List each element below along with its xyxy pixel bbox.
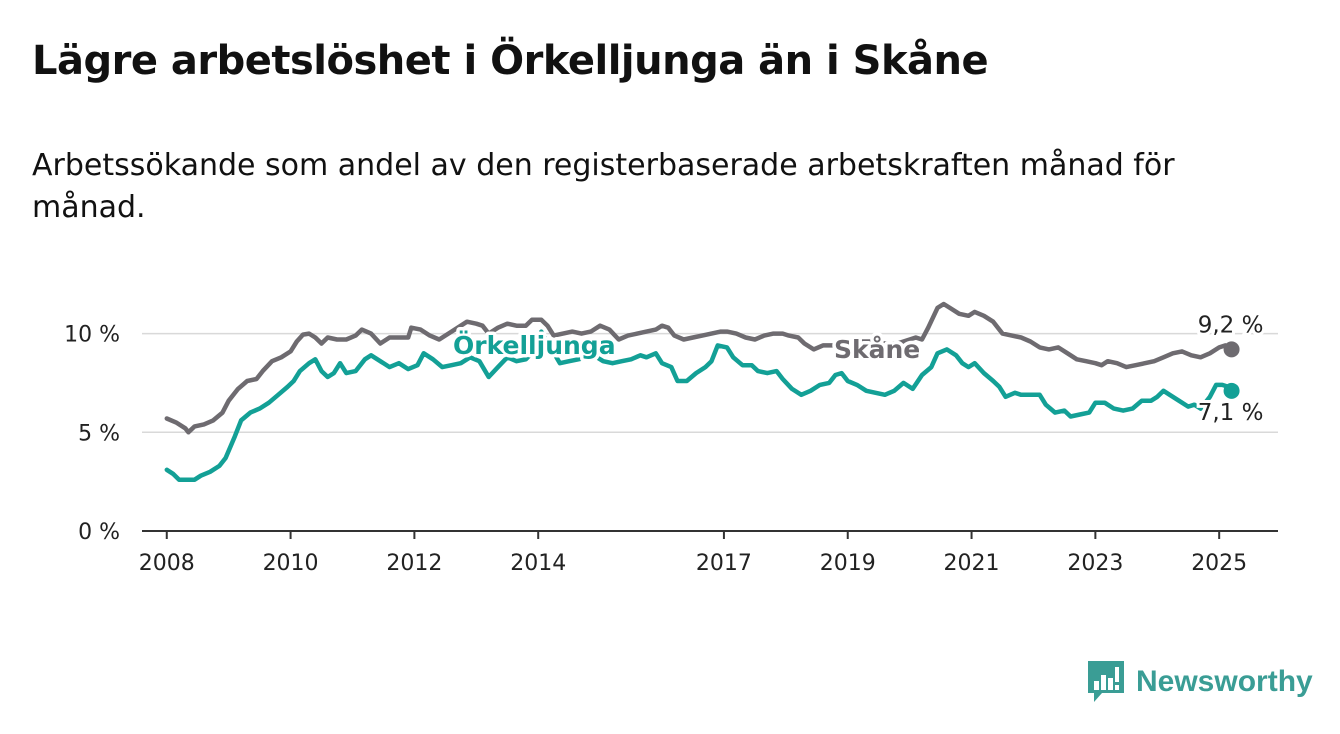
x-tick-label: 2012 xyxy=(386,551,442,576)
series-labels: Örkelljunga Skåne 9,2 % 7,1 % xyxy=(450,309,1267,428)
skane-end-value: 9,2 % xyxy=(1198,312,1264,338)
skane-label: Skåne xyxy=(834,335,920,364)
newsworthy-logo-icon xyxy=(1088,661,1124,702)
x-tick-label: 2010 xyxy=(263,551,319,576)
skane-end-marker xyxy=(1223,341,1240,358)
orkelljunga-label: Örkelljunga xyxy=(453,330,616,360)
x-tick-label: 2019 xyxy=(820,551,876,576)
orkelljunga-end-value: 7,1 % xyxy=(1198,400,1264,426)
gridlines xyxy=(142,332,1278,434)
x-tick-label: 2025 xyxy=(1191,551,1247,576)
skane-line xyxy=(164,301,1234,435)
orkelljunga-line xyxy=(164,329,1234,482)
chart-subtitle: Arbetssökande som andel av den registerb… xyxy=(32,148,1175,225)
brand-name: Newsworthy xyxy=(1136,665,1313,698)
x-tick-label: 2021 xyxy=(944,551,1000,576)
y-axis: 0 % 5 % 10 % xyxy=(64,323,120,545)
line-chart: 0 %5 %10 % 2008 2010 2012 2014 2017 2019 2021 2… xyxy=(64,301,1278,576)
x-tick-label: 2023 xyxy=(1067,551,1123,576)
series-lines xyxy=(164,301,1240,482)
y-tick-label: 0 % xyxy=(78,520,120,545)
x-tick-label: 2017 xyxy=(696,551,752,576)
chart-title: Lägre arbetslöshet i Örkelljunga än i Sk… xyxy=(32,38,989,84)
x-tick-label: 2008 xyxy=(139,551,195,576)
y-tick-label: 5 % xyxy=(78,421,120,446)
brand-logo: Newsworthy xyxy=(1088,660,1313,704)
x-axis: 2008 2010 2012 2014 2017 2019 2021 2023 2025 xyxy=(139,530,1278,576)
x-tick-label: 2014 xyxy=(510,551,566,576)
orkelljunga-end-marker xyxy=(1223,382,1240,399)
y-tick-label: 10 % xyxy=(64,323,120,348)
